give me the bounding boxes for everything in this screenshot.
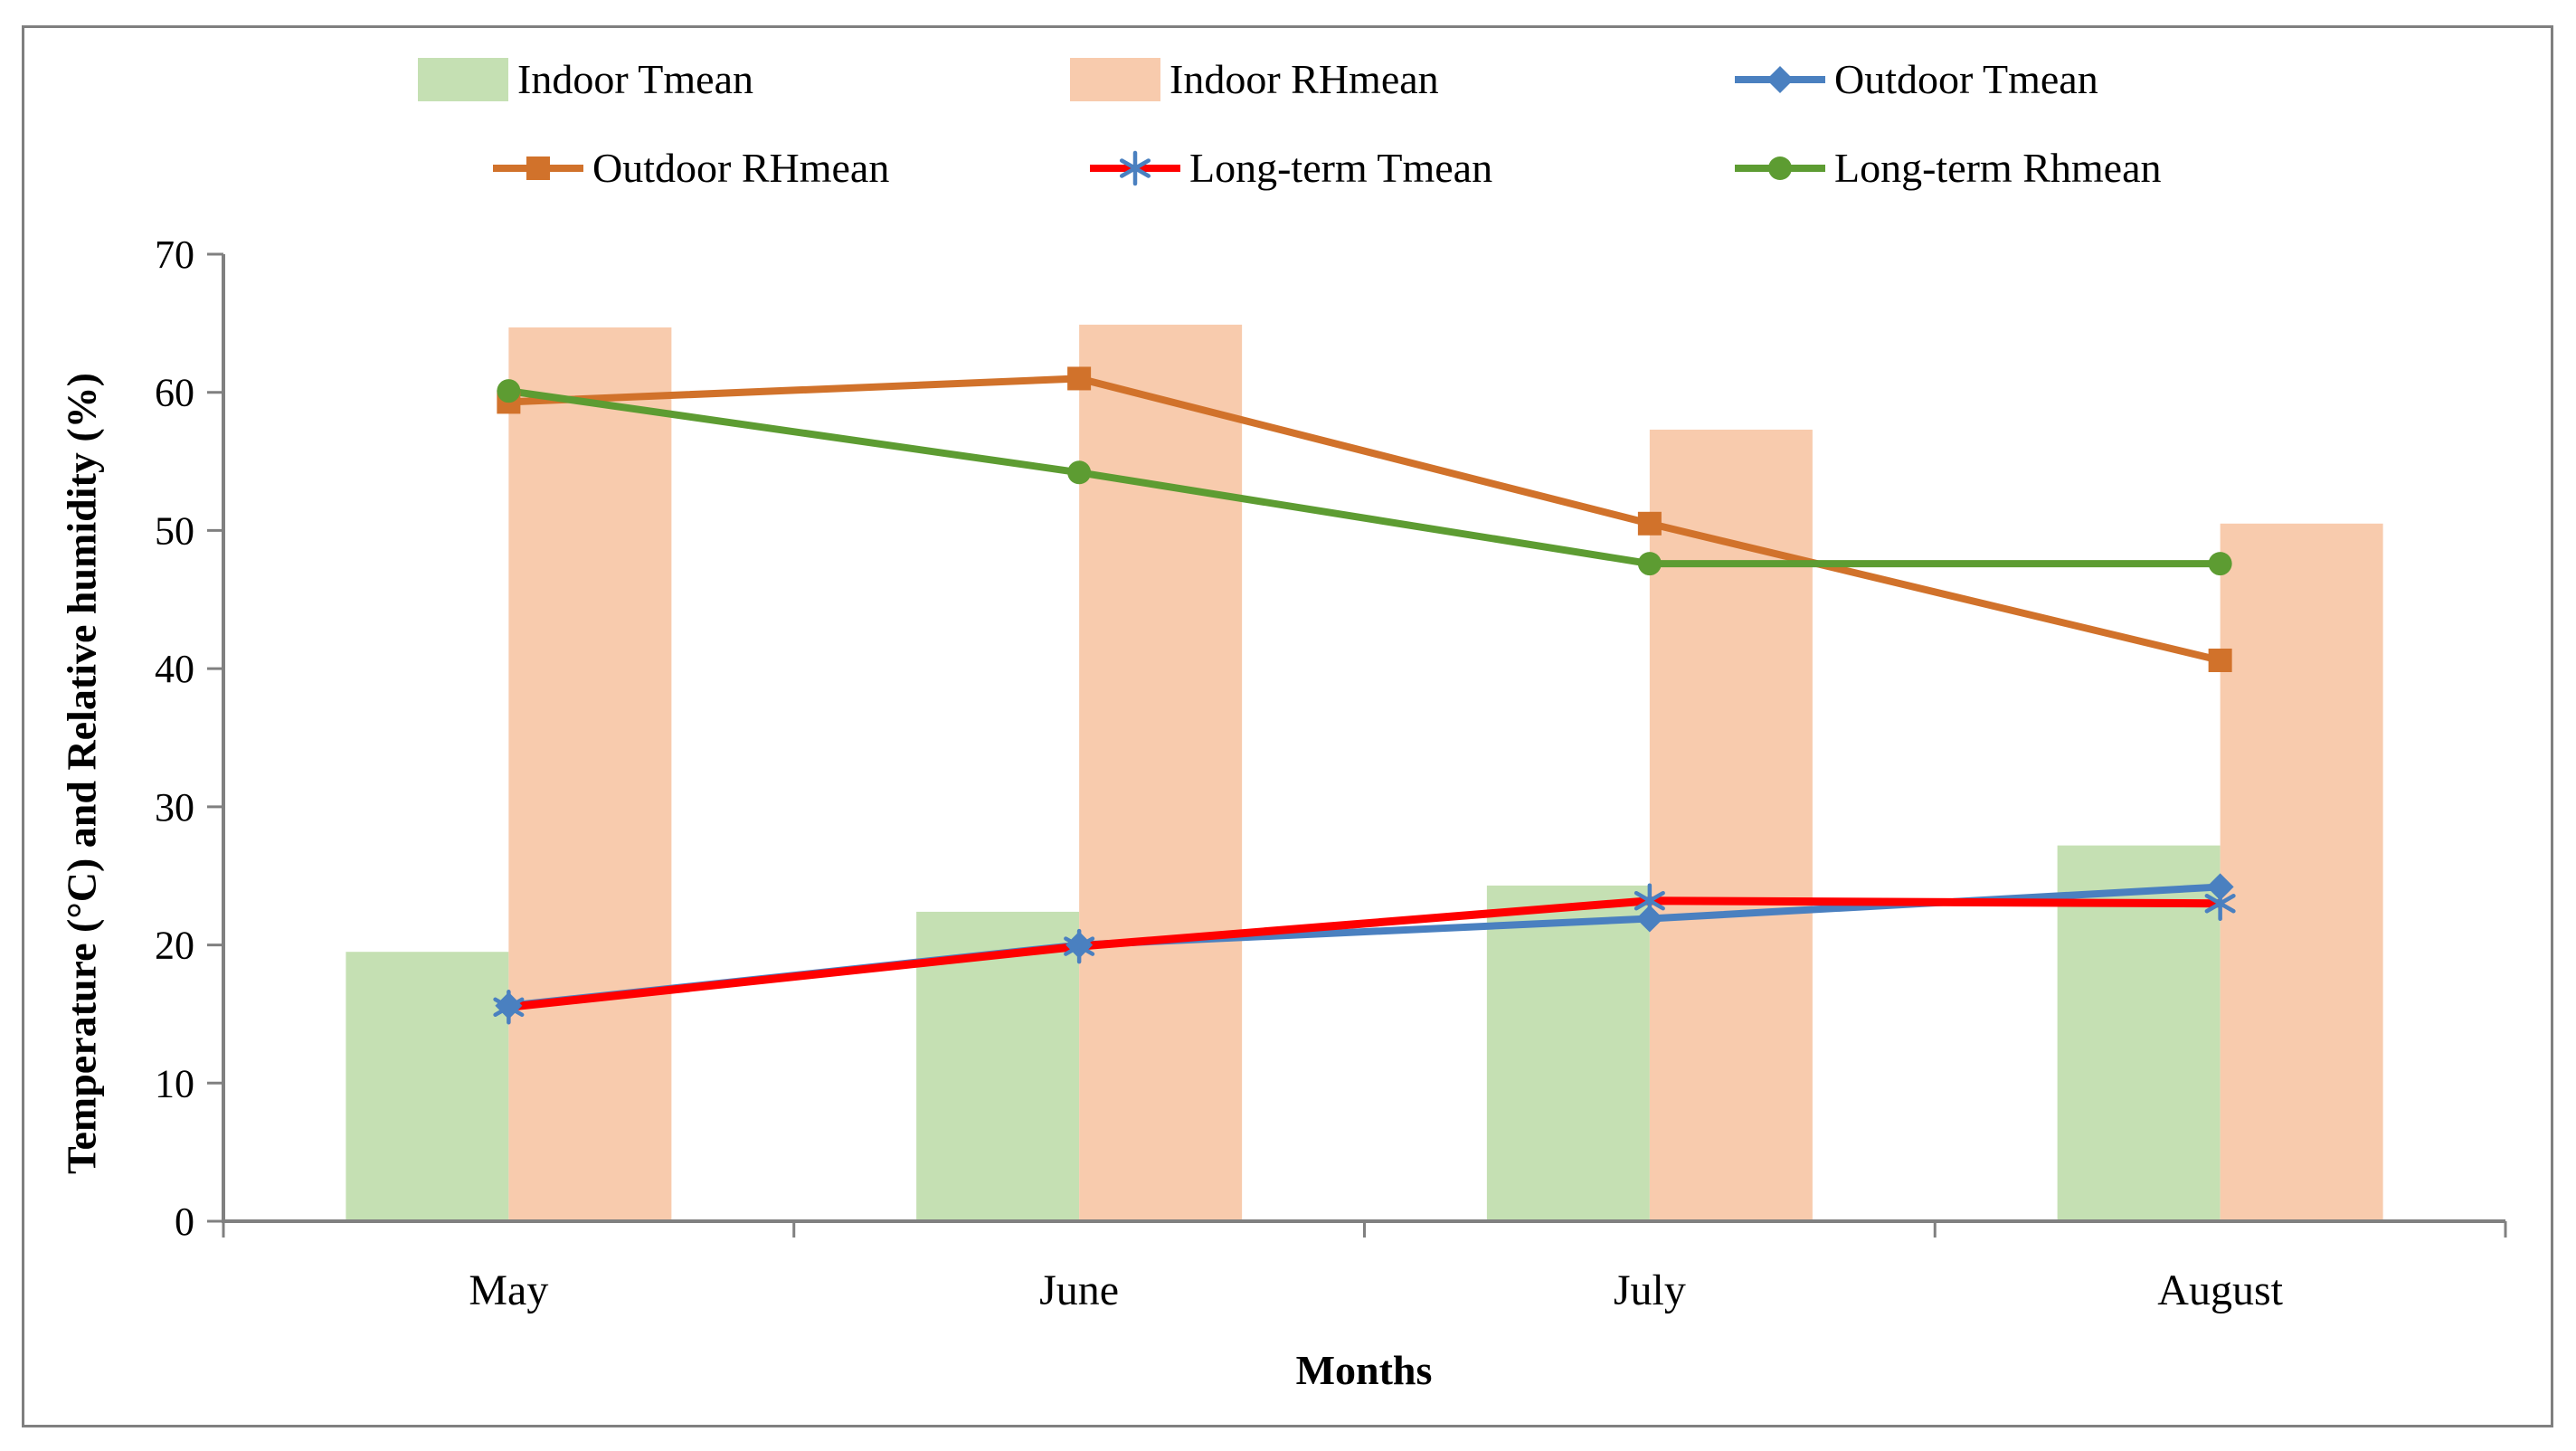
legend-swatch-indoor-tmean-icon [418,54,508,105]
asterisk-marker [493,997,525,1018]
square-marker [1067,366,1092,391]
y-tick-label: 60 [155,371,194,415]
line-long-term-rhmean [507,387,2221,568]
legend-item-outdoor-rhmean: Outdoor RHmean [493,143,889,194]
x-axis-title: Months [1295,1347,1433,1393]
legend-label: Outdoor RHmean [592,145,890,191]
legend-label: Indoor RHmean [1170,56,1439,102]
legend-label: Indoor Tmean [517,56,754,102]
bar-indoor-tmean [346,952,509,1221]
figure-border [22,25,2553,1427]
bar-indoor-rhmean [2220,523,2383,1221]
square-marker [1637,511,1662,536]
y-tick-label: 70 [155,232,194,277]
circle-marker [1067,460,1092,485]
x-category-label: July [1614,1266,1686,1314]
square-marker [526,156,550,180]
circle-marker [1637,552,1662,576]
circle-marker [497,379,521,403]
legend-line-circle-icon [1735,143,1825,194]
line-long-term-tmean [507,896,2221,1011]
bar-indoor-tmean [1486,885,1650,1221]
diamond-marker [1766,66,1794,93]
asterisk-marker [1119,158,1151,178]
legend-label: Long-term Rhmean [1834,145,2162,191]
legend-label: Outdoor Tmean [1834,56,2098,102]
diamond-marker [1635,905,1663,933]
line-outdoor-rhmean [508,375,2221,664]
legend-item-longterm-rhmean: Long-term Rhmean [1735,143,2162,194]
x-category-label: June [1039,1266,1119,1314]
circle-marker [1768,156,1792,180]
asterisk-marker [2204,894,2236,914]
legend-item-indoor-tmean: Indoor Tmean [418,54,753,105]
bar-indoor-tmean [2057,845,2221,1221]
square-marker [2208,648,2232,672]
y-tick-label: 20 [155,924,194,968]
asterisk-marker [1634,890,1665,911]
legend-swatch [1070,58,1160,101]
x-category-label: August [2157,1266,2283,1314]
y-tick-label: 0 [175,1200,194,1244]
legend-item-indoor-rhmean: Indoor RHmean [1070,54,1439,105]
circle-marker [2208,552,2232,576]
legend-item-outdoor-tmean: Outdoor Tmean [1735,54,2098,105]
y-axis-title: Temperature (°C) and Relative humidity (… [58,373,105,1174]
legend-swatch [418,58,508,101]
asterisk-marker [1064,936,1095,956]
legend-line-diamond-icon [1735,54,1825,105]
bar-indoor-rhmean [1079,324,1243,1221]
bar-indoor-rhmean [508,327,672,1221]
legend-line-square-icon [493,143,583,194]
legend-line-asterisk-icon [1090,143,1180,194]
bar-indoor-rhmean [1649,429,1813,1221]
y-tick-label: 30 [155,785,194,830]
legend-item-longterm-tmean: Long-term Tmean [1090,143,1492,194]
legend-label: Long-term Tmean [1189,145,1493,191]
legend-swatch-indoor-rhmean-icon [1070,54,1160,105]
y-tick-label: 40 [155,647,194,691]
y-tick-label: 10 [155,1061,194,1105]
y-tick-label: 50 [155,508,194,553]
x-category-label: May [469,1266,548,1314]
